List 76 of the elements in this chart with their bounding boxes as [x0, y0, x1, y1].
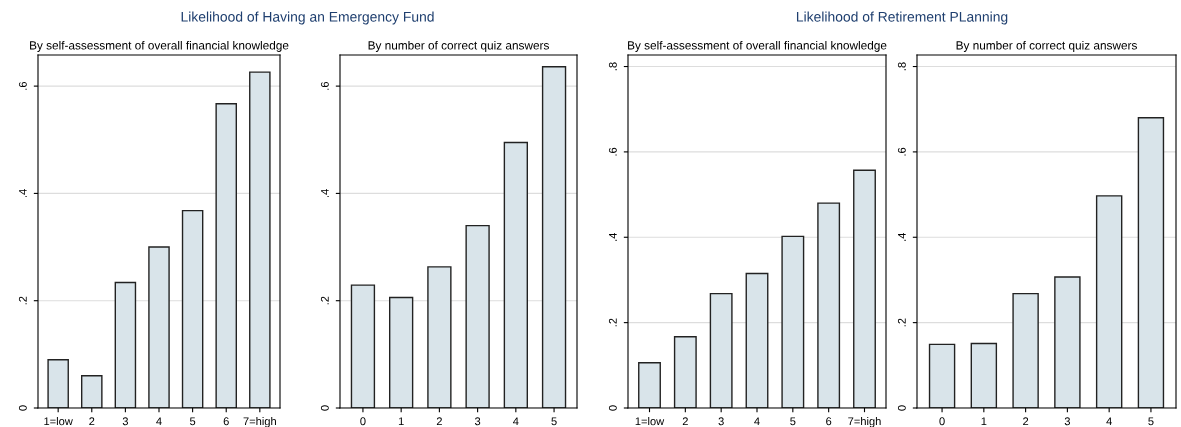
bar — [1095, 195, 1123, 408]
bar — [47, 359, 69, 408]
chart-subtitle: By self-assessment of overall financial knowledge — [628, 40, 887, 52]
y-tick-label: .4 — [609, 232, 617, 241]
bar — [80, 375, 103, 408]
y-tick-label: .6 — [897, 147, 906, 156]
x-tick-label: 6 — [223, 417, 229, 426]
bar — [541, 66, 567, 408]
chart-title: Likelihood of Having an Emergency Fund — [181, 11, 434, 25]
bar — [215, 103, 238, 408]
bar — [781, 235, 805, 408]
bar — [970, 342, 998, 408]
x-tick-label: 3 — [718, 417, 724, 426]
x-tick-label: 2 — [682, 417, 688, 426]
x-tick-label: 2 — [89, 417, 95, 426]
x-tick-label: 3 — [474, 417, 481, 426]
y-tick-label: .2 — [897, 318, 906, 327]
bar — [853, 169, 876, 408]
y-tick-label: .6 — [608, 147, 617, 156]
y-tick-label: .6 — [18, 81, 27, 90]
x-tick-label: 0 — [939, 417, 945, 426]
x-tick-label: 3 — [1064, 417, 1070, 426]
bar — [148, 246, 170, 408]
bar — [388, 296, 414, 408]
y-tick-label: 0 — [897, 405, 906, 411]
bar — [745, 272, 769, 408]
y-tick-label: 0 — [608, 405, 617, 411]
bar — [638, 362, 661, 408]
bar — [1137, 117, 1165, 408]
y-tick-label: .2 — [320, 296, 329, 305]
chart-title: Likelihood of Retirement PLanning — [796, 11, 1008, 25]
bar — [503, 141, 529, 408]
y-tick-label: .4 — [898, 232, 906, 241]
y-tick-label: .4 — [19, 189, 27, 198]
bar — [817, 202, 841, 408]
bar — [181, 209, 204, 408]
x-tick-label: 1=low — [44, 417, 73, 426]
bar — [709, 292, 733, 408]
x-tick-label: 0 — [360, 417, 366, 426]
x-tick-label: 5 — [790, 417, 796, 426]
bar — [114, 281, 137, 408]
bar — [465, 224, 490, 408]
y-tick-label: .6 — [320, 81, 329, 90]
x-tick-label: 3 — [122, 417, 128, 426]
bar — [249, 71, 271, 408]
chart-subtitle: By number of correct quiz answers — [368, 40, 549, 52]
x-tick-label: 5 — [1148, 417, 1154, 426]
chart-subtitle: By self-assessment of overall financial knowledge — [30, 40, 289, 52]
x-tick-label: 2 — [436, 417, 442, 426]
x-tick-label: 7=high — [848, 417, 881, 427]
y-tick-label: .8 — [608, 62, 617, 71]
x-tick-label: 1=low — [635, 417, 665, 426]
x-tick-label: 1 — [981, 417, 987, 426]
x-tick-label: 1 — [398, 417, 404, 426]
x-tick-label: 2 — [1023, 417, 1029, 426]
chart-subtitle: By number of correct quiz answers — [956, 40, 1137, 52]
x-tick-label: 4 — [513, 417, 519, 426]
bar — [427, 266, 452, 408]
y-tick-label: .8 — [897, 62, 906, 71]
x-tick-label: 4 — [754, 417, 760, 426]
y-tick-label: .2 — [608, 318, 617, 327]
y-tick-label: 0 — [18, 405, 27, 411]
x-tick-label: 4 — [1106, 417, 1112, 426]
bar — [673, 336, 697, 408]
y-tick-label: .4 — [321, 189, 329, 198]
bar — [1012, 292, 1039, 408]
bar — [1054, 276, 1081, 408]
x-tick-label: 7=high — [243, 417, 276, 427]
bar — [350, 284, 376, 408]
y-tick-label: 0 — [320, 405, 329, 411]
y-tick-label: .2 — [18, 296, 27, 305]
x-tick-label: 6 — [826, 417, 832, 426]
x-tick-label: 4 — [156, 417, 162, 426]
x-tick-label: 5 — [551, 417, 557, 426]
x-tick-label: 5 — [189, 417, 196, 426]
bar — [928, 343, 956, 408]
